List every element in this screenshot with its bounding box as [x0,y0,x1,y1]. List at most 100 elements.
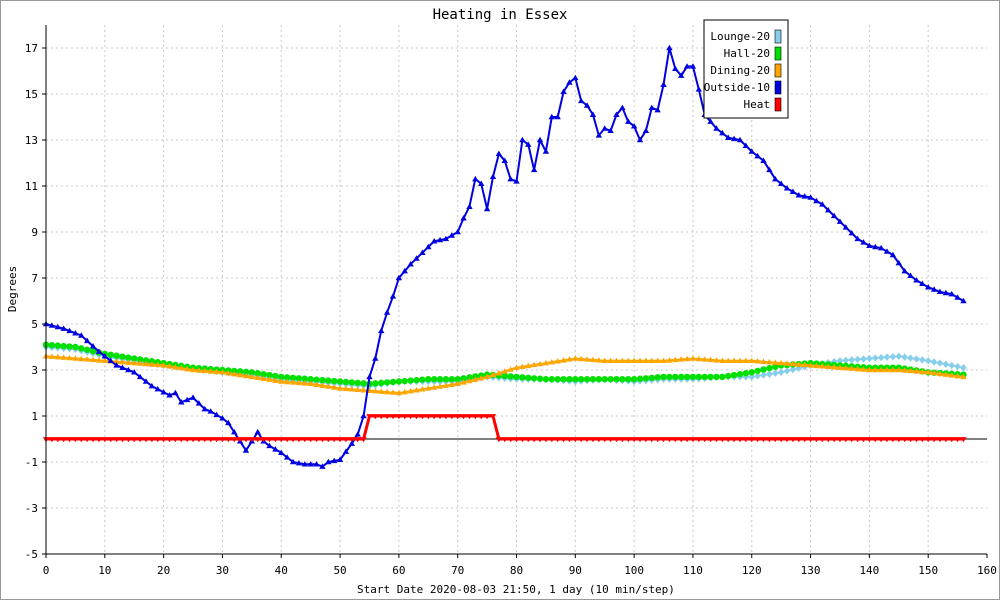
data-point [948,437,955,443]
data-point [78,355,85,362]
data-point [842,224,850,230]
data-point [589,437,597,443]
data-point [748,369,755,376]
data-point [142,437,150,443]
data-point [131,437,138,443]
legend-box [703,19,789,119]
y-tick-label: 9 [31,226,38,239]
data-point [654,106,661,113]
data-point [307,437,314,443]
data-point [213,437,220,443]
data-point [725,437,732,443]
data-point [283,454,291,460]
data-point [501,437,508,443]
x-tick-label: 80 [510,564,523,577]
data-point [395,274,403,281]
data-point [266,376,273,382]
x-tick-label: 130 [801,564,821,577]
data-point [795,437,802,443]
data-point [360,380,367,387]
data-point [330,377,338,385]
data-point [419,414,426,420]
data-point [825,437,832,443]
data-point [672,356,679,363]
data-point [701,437,708,443]
data-point [583,102,591,108]
x-axis-title: Start Date 2020-08-03 21:50, 1 day (10 m… [357,583,675,596]
data-point [66,354,73,361]
data-point [913,355,920,363]
data-point [313,461,320,467]
data-point [160,389,167,395]
x-tick-label: 40 [275,564,288,577]
data-point [478,414,485,420]
data-point [289,374,297,382]
data-point [677,373,685,381]
data-point [495,437,503,443]
data-point [807,437,814,443]
data-point [919,280,926,286]
data-point [313,381,320,387]
data-point [777,180,785,186]
data-point [272,372,279,380]
data-point [378,414,385,420]
legend-label: Dining-20 [710,64,770,77]
data-point [489,371,497,378]
data-point [654,437,661,443]
data-point [901,367,908,373]
data-point [583,437,591,443]
data-point [513,178,520,184]
data-point [178,399,185,405]
data-point [113,358,120,364]
data-point [283,378,291,385]
data-point [448,414,456,420]
data-point [454,228,461,235]
data-point [542,376,550,383]
data-point [930,286,938,292]
data-point [83,356,91,362]
data-point [131,355,138,362]
data-point [672,437,679,443]
data-point [389,293,397,299]
data-point [713,125,720,131]
y-axis-title: Degrees [6,266,19,312]
data-point [131,369,138,375]
data-point [730,437,738,443]
data-point [825,363,832,370]
data-point [360,437,367,443]
data-point [254,370,261,377]
data-point [930,358,938,366]
data-point [554,113,561,120]
data-point [195,437,203,443]
data-point [125,366,132,373]
data-point [707,437,714,443]
data-point [425,385,432,391]
data-point [95,357,103,363]
data-point [677,356,685,362]
data-point [666,44,673,51]
data-point [54,353,61,360]
data-point [895,366,902,373]
data-point [883,366,891,373]
data-point [419,376,426,383]
data-point [266,437,273,443]
data-point [525,362,532,369]
data-point [836,364,844,370]
data-point [613,437,620,443]
data-point [648,357,655,364]
data-point [695,86,703,92]
data-point [554,376,561,383]
data-point [613,376,620,383]
data-point [460,375,467,382]
data-point [648,104,655,111]
data-point [525,141,532,147]
data-point [313,437,320,443]
data-point [542,359,550,366]
data-point [760,157,767,163]
data-point [172,364,179,370]
data-point [577,355,585,362]
data-point [466,377,473,384]
data-point [907,367,914,374]
data-point [719,129,726,136]
chart-title: Heating in Essex [433,7,568,23]
